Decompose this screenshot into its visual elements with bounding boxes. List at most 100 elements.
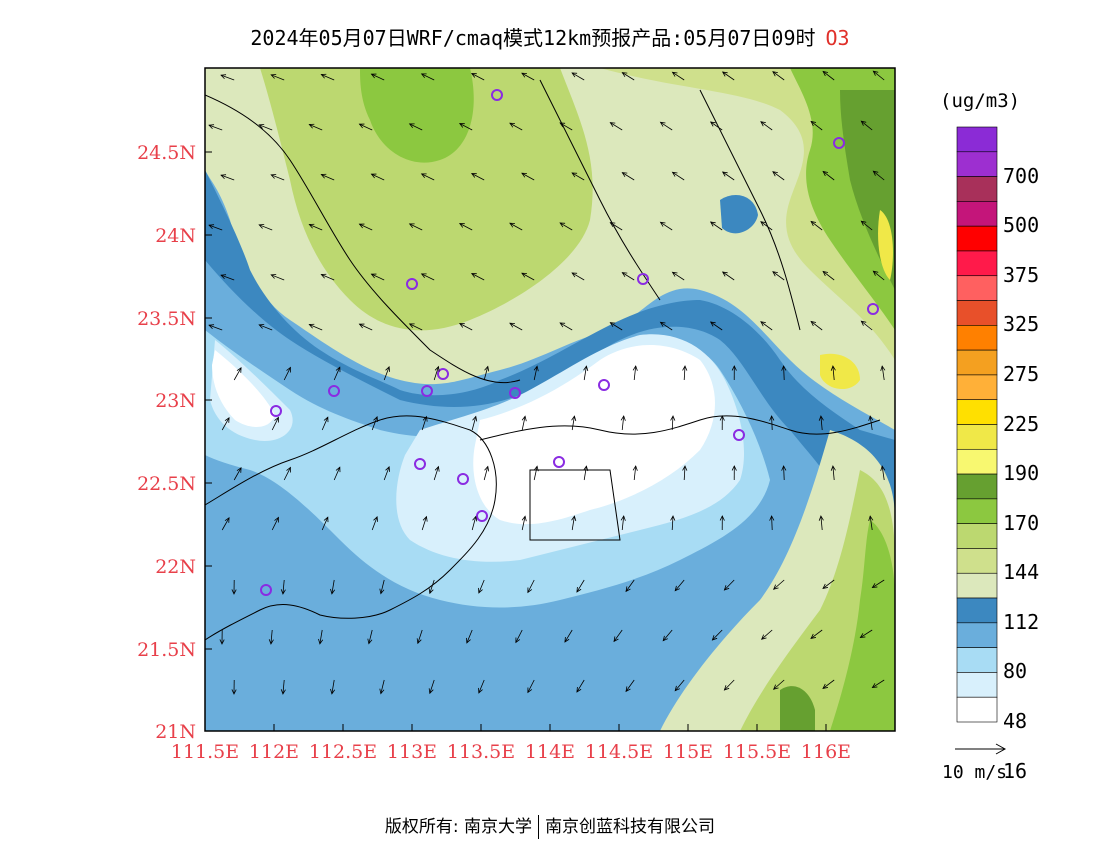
lat-tick-label: 22N: [155, 556, 196, 578]
north-green-patch: [360, 68, 474, 163]
arrow-icon: [208, 124, 223, 131]
purple-circle-icon: [509, 387, 521, 399]
lon-tick-label: 115.5E: [723, 741, 791, 763]
colorbar-tick-label: 80: [1003, 659, 1028, 684]
pollutant-label: O3: [825, 26, 850, 50]
arrow-icon: [219, 629, 225, 645]
lon-tick-label: 114.5E: [585, 741, 653, 763]
arrow-icon: [383, 466, 390, 481]
lon-tick-label: 112E: [249, 741, 299, 763]
arrow-icon: [625, 679, 635, 693]
arrow-icon: [221, 417, 230, 431]
colorbar-tick-label: 144: [1003, 560, 1040, 585]
lon-tick-label: 113.5E: [447, 741, 515, 763]
purple-circle-icon: [406, 278, 418, 290]
purple-circle-icon: [733, 429, 745, 441]
arrow-icon: [258, 324, 273, 331]
colorbar-tick-label: 190: [1003, 461, 1040, 486]
arrow-icon: [621, 272, 635, 281]
arrow-icon: [632, 365, 638, 381]
purple-circle-icon: [553, 456, 565, 468]
lon-tick-label: 113E: [387, 741, 437, 763]
arrow-icon: [621, 72, 635, 81]
colorbar-tick-label: 700: [1003, 163, 1040, 188]
arrow-icon: [613, 629, 623, 643]
arrow-icon: [564, 629, 573, 643]
colorbar-swatch: [956, 672, 998, 698]
arrow-icon: [723, 679, 735, 691]
arrow-icon: [711, 629, 723, 641]
pearl-river-white: [473, 345, 715, 525]
arrow-icon: [571, 515, 577, 531]
arrow-icon: [670, 515, 676, 531]
arrow-icon: [721, 271, 735, 281]
arrow-icon: [321, 416, 329, 431]
purple-circle-icon: [414, 458, 426, 470]
arrow-icon: [822, 70, 835, 81]
arrow-icon: [233, 467, 242, 481]
lat-tick-label: 21.5N: [137, 639, 196, 661]
arrow-icon: [772, 679, 785, 690]
arrow-icon: [830, 365, 836, 381]
colorbar-tick-label: 112: [1003, 609, 1040, 634]
arrow-icon: [880, 365, 886, 381]
arrow-icon: [822, 170, 835, 181]
station-markers: [260, 89, 879, 596]
arrow-icon: [321, 516, 329, 531]
lat-tick-label: 24.5N: [137, 142, 196, 164]
colorbar-swatch: [956, 126, 998, 153]
arrow-icon: [283, 466, 291, 481]
ne-yellow-patch: [878, 210, 893, 280]
arrow-icon: [709, 221, 723, 231]
colorbar-tick-label: 500: [1003, 213, 1040, 238]
colorbar-swatch: [956, 300, 998, 326]
colorbar-tick-label: 275: [1003, 361, 1040, 386]
arrow-icon: [330, 579, 336, 595]
arrow-icon: [421, 515, 428, 531]
colorbar-swatch: [956, 473, 998, 500]
arrow-icon: [818, 415, 824, 431]
arrow-icon: [872, 170, 885, 181]
arrow-icon: [620, 515, 626, 531]
arrow-icon: [320, 73, 335, 81]
colorbar-swatch: [956, 349, 998, 376]
arrow-icon: [662, 629, 673, 642]
arrow-icon: [860, 120, 873, 131]
arrow-icon: [333, 466, 341, 481]
colorbar-tick-label: 170: [1003, 510, 1040, 535]
purple-circle-icon: [270, 405, 282, 417]
arrow-icon: [731, 365, 737, 381]
arrow-icon: [379, 679, 385, 695]
colorbar-swatch: [956, 498, 998, 524]
copyright-separator: [538, 815, 540, 839]
purple-circle-icon: [437, 368, 449, 380]
arrow-icon: [772, 171, 785, 181]
arrow-icon: [258, 224, 273, 231]
arrow-icon: [220, 174, 235, 181]
colorbar-swatch: [956, 597, 998, 624]
arrow-icon: [371, 516, 378, 531]
colorbar-swatch: [956, 275, 998, 301]
arrow-icon: [559, 222, 573, 231]
arrow-icon: [533, 465, 539, 481]
purple-circle-icon: [457, 473, 469, 485]
arrow-icon: [772, 71, 785, 81]
east-yellow-patch: [820, 353, 860, 390]
north-light-green: [260, 68, 593, 331]
lon-tick-label: 114E: [525, 741, 575, 763]
arrow-icon: [333, 366, 341, 381]
arrow-icon: [671, 271, 685, 281]
arrow-icon: [871, 579, 885, 589]
arrow-icon: [478, 679, 485, 694]
arrow-icon: [760, 629, 773, 640]
longitude-axis: 111.5E 112E 112.5E 113E 113.5E 114E 114.5E 115E…: [171, 724, 851, 763]
arrow-icon: [583, 465, 589, 481]
arrow-icon: [781, 365, 787, 381]
arrow-icon: [420, 273, 435, 281]
arrow-icon: [428, 679, 435, 695]
arrow-icon: [470, 273, 485, 281]
arrow-icon: [723, 579, 735, 591]
arrow-icon: [769, 515, 775, 531]
colorbar-swatch: [956, 523, 998, 549]
